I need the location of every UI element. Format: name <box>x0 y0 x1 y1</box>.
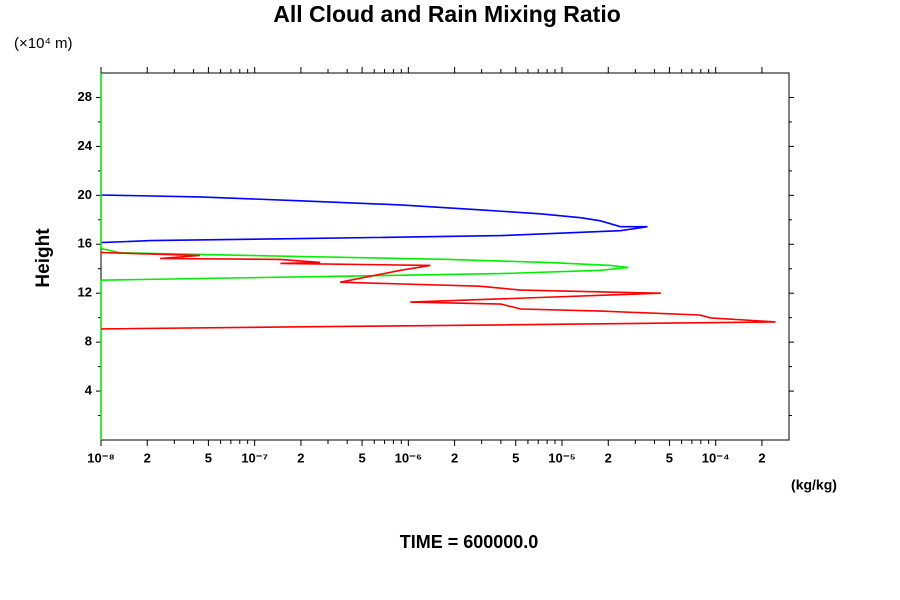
x-tick-label: 10⁻⁸ <box>87 450 114 465</box>
x-tick-label: 5 <box>666 450 673 465</box>
x-tick-label: 10⁻⁷ <box>241 450 268 465</box>
y-tick-label: 20 <box>78 187 92 202</box>
x-tick-label: 5 <box>512 450 519 465</box>
profile-line <box>100 251 776 330</box>
footer: TIME = 600000.0 <box>400 532 539 552</box>
chart-title: All Cloud and Rain Mixing Ratio <box>273 1 621 27</box>
x-tick-label: 2 <box>758 450 765 465</box>
y-tick-label: 4 <box>85 383 93 398</box>
x-tick-label: 10⁻⁵ <box>548 450 575 465</box>
y-tick-label: 28 <box>78 89 92 104</box>
x-tick-label: 2 <box>144 450 151 465</box>
x-unit: (kg/kg) <box>791 477 837 493</box>
x-tick-label: 5 <box>358 450 365 465</box>
profile-line <box>100 194 648 244</box>
x-tick-label: 2 <box>451 450 458 465</box>
y-tick-label: 12 <box>78 285 92 300</box>
x-tick-label: 10⁻⁴ <box>702 450 730 465</box>
x-tick-label: 5 <box>205 450 212 465</box>
plot-frame <box>100 72 790 441</box>
x-tick-label: 2 <box>605 450 612 465</box>
y-unit: (×10⁴ m) <box>14 35 73 52</box>
x-tick-label: 10⁻⁶ <box>395 450 422 465</box>
y-tick-label: 24 <box>78 138 93 153</box>
y-tick-label: 8 <box>85 334 92 349</box>
y-tick-label: 16 <box>78 236 92 251</box>
x-tick-label: 2 <box>297 450 304 465</box>
y-axis-label: Height <box>33 228 54 288</box>
